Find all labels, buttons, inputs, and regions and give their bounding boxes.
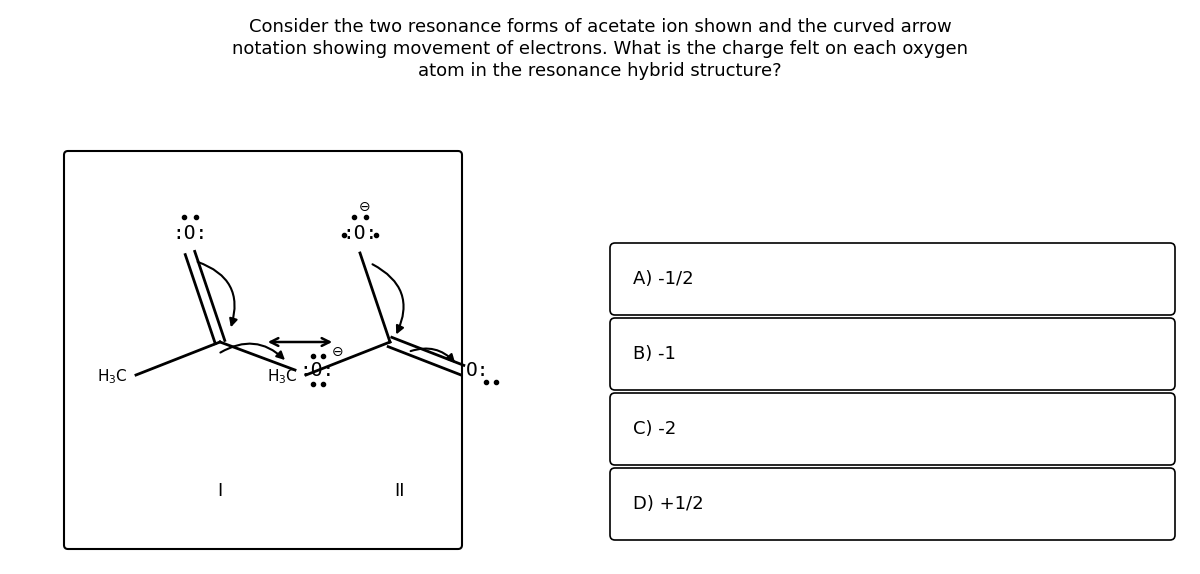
Text: $\ominus$: $\ominus$ (358, 200, 370, 214)
Text: I: I (217, 482, 223, 500)
Text: A) -1/2: A) -1/2 (634, 270, 694, 288)
Text: D) +1/2: D) +1/2 (634, 495, 703, 513)
Text: C) -2: C) -2 (634, 420, 677, 438)
Text: atom in the resonance hybrid structure?: atom in the resonance hybrid structure? (418, 62, 782, 80)
Text: $\mathregular{H_3C}$: $\mathregular{H_3C}$ (97, 368, 128, 386)
Text: B) -1: B) -1 (634, 345, 676, 363)
Text: notation showing movement of electrons. What is the charge felt on each oxygen: notation showing movement of electrons. … (232, 40, 968, 58)
Text: $\ominus$: $\ominus$ (331, 345, 343, 359)
FancyBboxPatch shape (610, 318, 1175, 390)
FancyBboxPatch shape (64, 151, 462, 549)
Text: II: II (395, 482, 406, 500)
Text: O:: O: (466, 360, 490, 379)
Text: :O:: :O: (342, 224, 378, 243)
Text: :O:: :O: (299, 360, 335, 379)
FancyBboxPatch shape (610, 243, 1175, 315)
FancyBboxPatch shape (610, 468, 1175, 540)
Text: Consider the two resonance forms of acetate ion shown and the curved arrow: Consider the two resonance forms of acet… (248, 18, 952, 36)
FancyBboxPatch shape (610, 393, 1175, 465)
Text: $\mathregular{H_3C}$: $\mathregular{H_3C}$ (268, 368, 298, 386)
Text: :O:: :O: (173, 224, 208, 243)
